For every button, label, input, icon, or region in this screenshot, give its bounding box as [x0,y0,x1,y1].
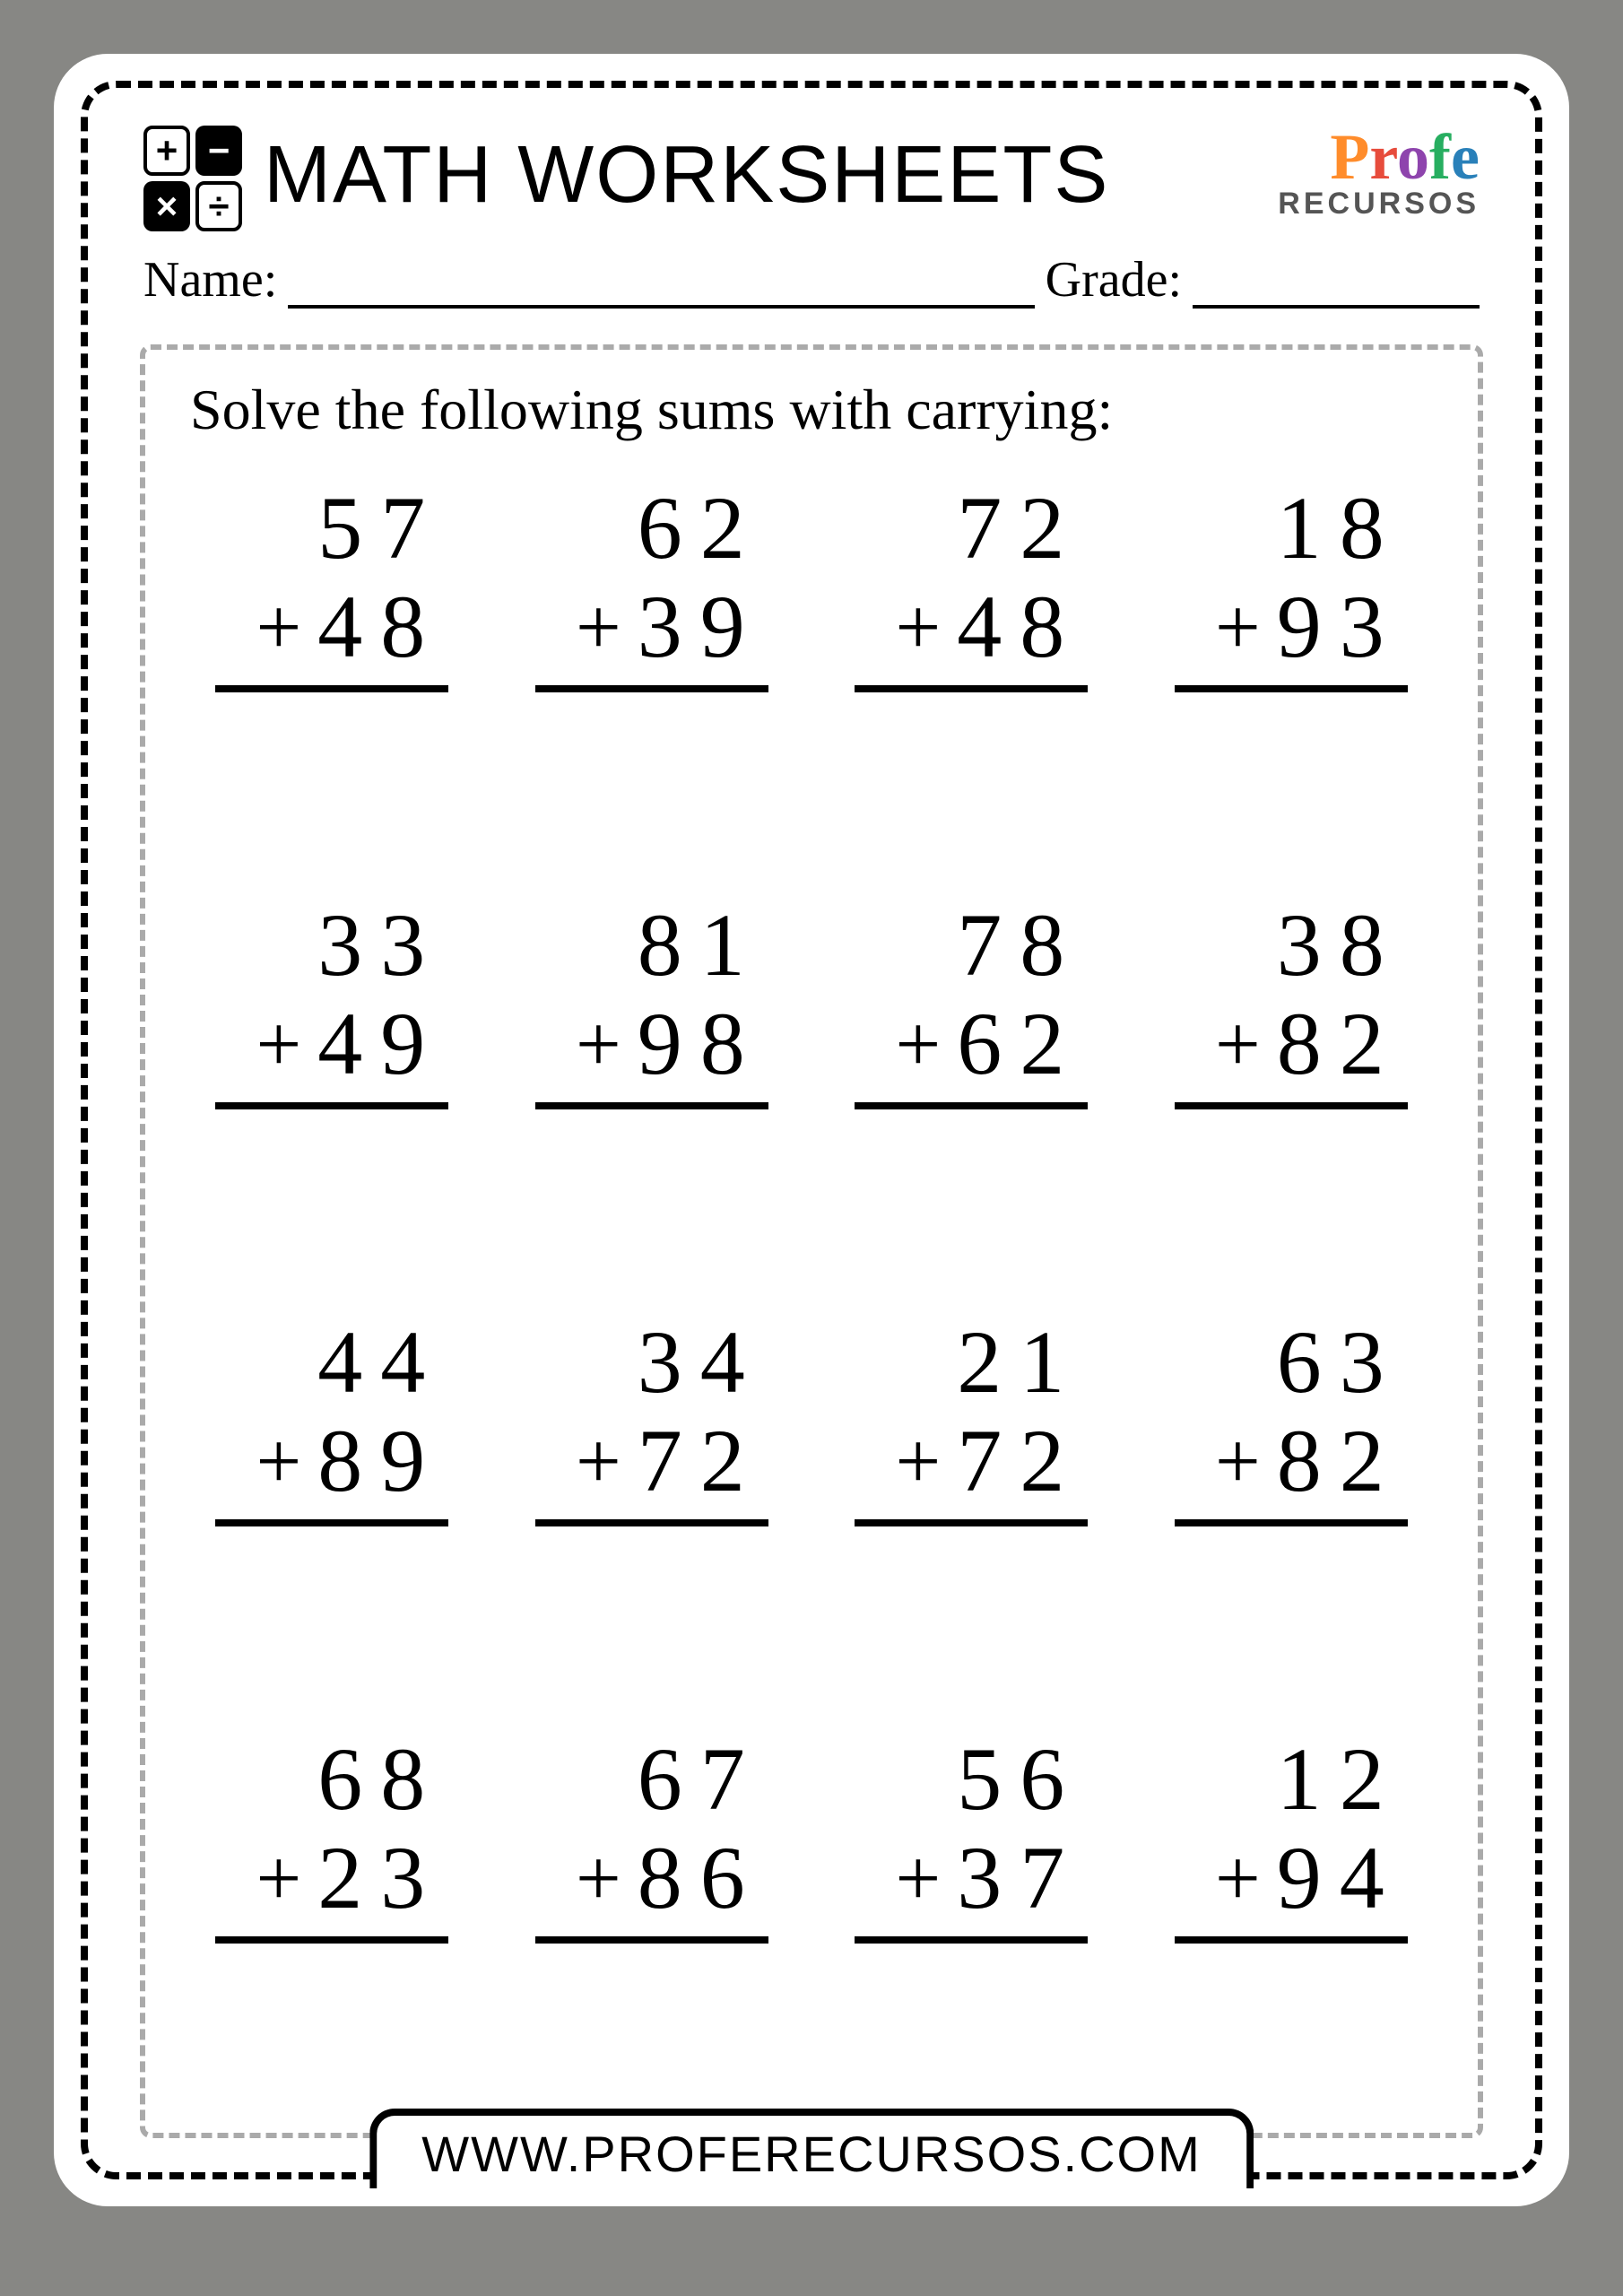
addend-top: 72 [855,479,1088,578]
addend-bottom: 72 [957,1412,1088,1510]
problem: 67+86 [510,1730,794,2075]
addend-bottom: 48 [317,578,448,676]
addend-top: 34 [535,1313,768,1412]
addend-top: 67 [535,1730,768,1829]
problem: 12+94 [1150,1730,1434,2075]
name-label: Name: [143,251,277,309]
brand-logo: Profe RECURSOS [1278,128,1480,222]
answer-line[interactable] [215,1936,448,2017]
addend-top: 44 [215,1313,448,1412]
instruction-text: Solve the following sums with carrying: [190,377,1433,443]
problem: 18+93 [1150,479,1434,824]
answer-line[interactable] [1175,1102,1408,1183]
plus-icon: + [895,1000,941,1089]
addend-top: 56 [855,1730,1088,1829]
addend-bottom: 98 [638,995,768,1093]
answer-line[interactable] [535,1519,768,1600]
answer-line[interactable] [855,1519,1088,1600]
addend-top: 18 [1175,479,1408,578]
problem: 38+82 [1150,896,1434,1241]
addend-bottom: 93 [1277,578,1408,676]
addend-top: 21 [855,1313,1088,1412]
answer-line[interactable] [1175,1936,1408,2017]
addend-bottom: 86 [638,1829,768,1927]
problem: 21+72 [829,1313,1114,1658]
plus-icon: + [1215,583,1261,672]
addend-top: 81 [535,896,768,995]
footer-url: WWW.PROFERECURSOS.COM [369,2109,1254,2188]
grade-input-line[interactable] [1193,264,1480,309]
problem: 68+23 [190,1730,474,2075]
page-title: MATH WORKSHEETS [264,129,1109,222]
logo-bottom: RECURSOS [1278,187,1480,222]
addend-top: 12 [1175,1730,1408,1829]
header: + − × ÷ MATH WORKSHEETS Profe RECURSOS [108,108,1515,233]
plus-icon: + [1215,1000,1261,1089]
answer-line[interactable] [855,685,1088,766]
addend-bottom: 37 [957,1829,1088,1927]
answer-line[interactable] [855,1936,1088,2017]
problem: 44+89 [190,1313,474,1658]
addend-bottom: 89 [317,1412,448,1510]
logo-top: Profe [1278,128,1480,187]
problem: 62+39 [510,479,794,824]
plus-icon: + [1215,1417,1261,1506]
problems-box: Solve the following sums with carrying: … [140,344,1483,2138]
addend-bottom: 94 [1277,1829,1408,1927]
addend-bottom: 23 [317,1829,448,1927]
addend-bottom: 82 [1277,1412,1408,1510]
problem: 33+49 [190,896,474,1241]
answer-line[interactable] [855,1102,1088,1183]
addend-top: 33 [215,896,448,995]
problems-grid: 57+4862+3972+4818+9333+4981+9878+6238+82… [190,479,1433,2075]
addend-bottom: 72 [638,1412,768,1510]
plus-icon: + [576,1417,621,1506]
addend-top: 38 [1175,896,1408,995]
addend-bottom: 49 [317,995,448,1093]
addend-top: 63 [1175,1313,1408,1412]
answer-line[interactable] [1175,685,1408,766]
plus-icon: + [256,1834,301,1923]
plus-icon: + [1215,1834,1261,1923]
title-group: + − × ÷ MATH WORKSHEETS [143,126,1109,224]
answer-line[interactable] [215,1102,448,1183]
plus-icon: + [256,1417,301,1506]
addend-bottom: 48 [957,578,1088,676]
problem: 81+98 [510,896,794,1241]
math-operations-icon: + − × ÷ [143,126,242,224]
answer-line[interactable] [215,1519,448,1600]
problem: 72+48 [829,479,1114,824]
grade-label: Grade: [1046,251,1182,309]
addend-bottom: 39 [638,578,768,676]
plus-icon: + [256,1000,301,1089]
plus-icon: + [576,1000,621,1089]
answer-line[interactable] [535,685,768,766]
answer-line[interactable] [215,685,448,766]
addend-bottom: 82 [1277,995,1408,1093]
name-input-line[interactable] [288,264,1034,309]
plus-icon: + [256,583,301,672]
problem: 57+48 [190,479,474,824]
answer-line[interactable] [535,1102,768,1183]
addend-top: 78 [855,896,1088,995]
answer-line[interactable] [1175,1519,1408,1600]
plus-icon: + [576,583,621,672]
plus-icon: + [895,1834,941,1923]
addend-bottom: 62 [957,995,1088,1093]
addend-top: 57 [215,479,448,578]
plus-icon: + [895,583,941,672]
plus-icon: + [895,1417,941,1506]
addend-top: 68 [215,1730,448,1829]
problem: 34+72 [510,1313,794,1658]
name-grade-row: Name: Grade: [108,233,1515,335]
problem: 78+62 [829,896,1114,1241]
plus-icon: + [576,1834,621,1923]
problem: 63+82 [1150,1313,1434,1658]
worksheet-page: + − × ÷ MATH WORKSHEETS Profe RECURSOS N… [54,54,1569,2206]
answer-line[interactable] [535,1936,768,2017]
problem: 56+37 [829,1730,1114,2075]
addend-top: 62 [535,479,768,578]
